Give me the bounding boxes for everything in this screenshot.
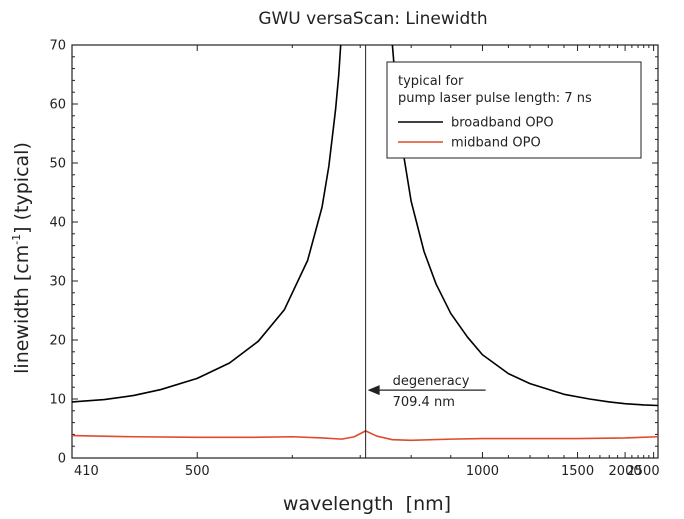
y-axis-label-rest: ] (typical) [11,142,33,234]
series-group [72,430,658,442]
y-tick-label: 10 [49,393,66,408]
x-axis-label: wavelength [nm] [283,493,451,515]
y-tick-label: 0 [58,452,66,467]
degeneracy-label: degeneracy [393,374,470,389]
y-tick-label: 60 [49,98,66,113]
y-tick-label: 50 [49,157,66,172]
legend-entry-label: broadband OPO [451,116,554,131]
x-tick-label: 1000 [466,464,499,479]
series-line-midband [72,430,658,442]
degeneracy-annotation: degeneracy 709.4 nm [365,45,486,458]
series-group [72,45,658,407]
legend-entry-label: midband OPO [451,136,541,151]
plot-frame [71,44,659,459]
y-axis-label-superscript: -1 [10,234,23,245]
legend: typical for pump laser pulse length: 7 ns… [386,61,642,159]
y-tick-label: 30 [49,275,66,290]
y-tick-label: 70 [49,39,66,54]
plot-area-border [71,44,659,459]
legend-header-line: typical for [398,74,464,89]
x-tick-label: 1500 [561,464,594,479]
degeneracy-arrow-head [367,385,380,396]
degeneracy-value: 709.4 nm [393,395,455,410]
y-axis: 0 10 20 30 40 50 60 70 [49,39,658,467]
legend-header-line: pump laser pulse length: 7 ns [398,91,592,106]
chart-title: GWU versaScan: Linewidth [258,9,487,29]
x-tick-label: 410 [74,464,99,479]
x-tick-label: 2000 [609,464,642,479]
series-line-broadband-left [72,45,342,403]
x-tick-label: 2500 [627,464,660,479]
x-tick-label: 500 [185,464,210,479]
series-line-broadband-right [391,45,658,407]
y-tick-label: 40 [49,216,66,231]
y-axis-label: linewidth [cm-1] (typical) [10,142,33,374]
y-axis-label-main: linewidth [cm [11,245,33,374]
series-layer [72,45,658,442]
y-tick-label: 20 [49,334,66,349]
